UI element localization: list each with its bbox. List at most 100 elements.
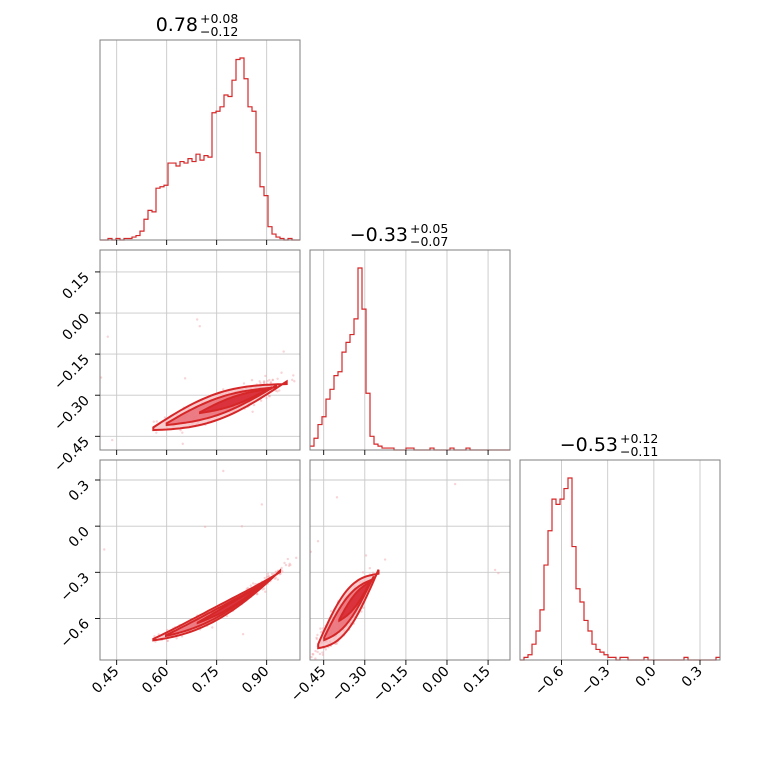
- sample-point: [265, 575, 269, 578]
- sample-point: [267, 394, 271, 398]
- sample-point: [258, 380, 261, 383]
- sample-point: [276, 377, 279, 380]
- hist-title-0: 0.78 +0.08−0.12: [156, 11, 239, 39]
- histogram-0: [100, 57, 300, 241]
- sample-point: [361, 571, 365, 574]
- sample-point: [321, 653, 325, 656]
- sample-point: [195, 318, 199, 321]
- sample-point: [295, 556, 298, 560]
- x-tick-label: 0.3: [679, 664, 706, 691]
- y-tick-label: −0.6: [57, 616, 92, 651]
- sample-point: [264, 590, 267, 593]
- sample-point: [251, 410, 254, 413]
- panel-frame: [519, 459, 721, 661]
- x-tick-label: 0.00: [419, 664, 452, 697]
- x-tick-label: −0.3: [578, 664, 613, 699]
- sample-point: [260, 503, 264, 506]
- sample-point: [319, 631, 323, 634]
- y-tick-label: −0.30: [51, 393, 93, 435]
- contours-0: [152, 379, 288, 432]
- sample-point: [321, 651, 324, 654]
- sample-point: [314, 649, 317, 653]
- contour-line-mid: [323, 575, 375, 642]
- sample-point: [316, 633, 319, 637]
- sample-point: [268, 378, 271, 382]
- hist-title-1: −0.33 +0.05−0.07: [350, 221, 449, 249]
- y-tick-label: 0.00: [59, 311, 92, 344]
- panel-frame: [99, 459, 301, 661]
- title-value: 0.78: [156, 14, 198, 36]
- sample-point: [153, 635, 156, 638]
- contour-fill-inner: [200, 387, 271, 414]
- panel-frame: [309, 249, 511, 451]
- sample-point: [266, 379, 269, 383]
- sample-point: [103, 548, 106, 551]
- sample-point: [183, 377, 187, 380]
- contours-1: [152, 568, 281, 642]
- sample-point: [274, 389, 278, 393]
- sample-point: [497, 571, 500, 575]
- sample-point: [280, 371, 283, 374]
- sample-point: [284, 563, 288, 567]
- sample-point: [242, 382, 246, 385]
- hist-panel-grid: [323, 250, 489, 450]
- x-tick-label: −0.30: [329, 664, 371, 706]
- sample-point: [274, 576, 278, 579]
- sample-point: [364, 554, 368, 557]
- sample-point: [259, 399, 263, 402]
- sample-point: [360, 610, 363, 613]
- x-tick-label: 0.75: [189, 664, 222, 697]
- y-tick-label: −0.3: [57, 570, 92, 605]
- sample-point: [222, 469, 225, 473]
- sample-point: [241, 632, 245, 636]
- sample-point: [262, 381, 266, 384]
- scatter-panel-grid: [100, 250, 300, 450]
- sample-point: [371, 571, 375, 575]
- sample-point: [106, 335, 109, 338]
- histogram-2: [520, 477, 720, 661]
- sample-point: [278, 389, 281, 392]
- sample-point: [250, 378, 254, 382]
- sample-point: [329, 610, 333, 613]
- sample-point: [181, 442, 184, 446]
- title-minus: −0.12: [200, 24, 238, 39]
- sample-point: [453, 482, 457, 486]
- sample-point: [181, 431, 184, 434]
- sample-point: [276, 578, 280, 581]
- sample-point: [111, 438, 114, 442]
- sample-point: [255, 592, 259, 596]
- sample-point: [293, 380, 296, 383]
- contour-line-inner: [338, 579, 373, 623]
- sample-point: [203, 525, 207, 529]
- x-tick-label: 0.60: [139, 664, 172, 697]
- sample-point: [240, 525, 244, 528]
- sample-point: [319, 627, 322, 630]
- sample-point: [155, 420, 158, 423]
- sample-point: [252, 403, 256, 407]
- title-plus: +0.08: [200, 11, 238, 26]
- contour-fill-inner: [339, 580, 372, 621]
- sample-point: [280, 566, 283, 570]
- sample-point: [314, 657, 317, 660]
- title-plus: +0.05: [410, 221, 448, 236]
- sample-point: [292, 374, 295, 377]
- contour-line-outer: [152, 379, 288, 432]
- sample-point: [493, 568, 497, 572]
- sample-point: [249, 584, 253, 587]
- sample-point: [163, 416, 167, 419]
- x-tick-label: 0.0: [633, 664, 660, 691]
- sample-point: [265, 396, 268, 400]
- sample-point: [324, 648, 328, 651]
- hist-panel-grid: [116, 40, 268, 240]
- sample-point: [155, 431, 158, 434]
- sample-point: [152, 420, 155, 423]
- sample-point: [251, 582, 255, 585]
- contour-line-inner: [199, 386, 272, 415]
- sample-point: [264, 374, 267, 378]
- sample-point: [266, 572, 270, 576]
- sample-point: [316, 540, 320, 543]
- sample-point: [179, 428, 182, 432]
- sample-point: [283, 561, 286, 565]
- sample-point: [282, 350, 285, 353]
